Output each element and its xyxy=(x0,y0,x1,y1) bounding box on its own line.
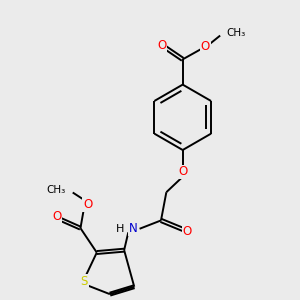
Text: H: H xyxy=(116,224,124,234)
Text: O: O xyxy=(182,225,192,238)
Text: CH₃: CH₃ xyxy=(227,28,246,38)
Text: O: O xyxy=(178,166,187,178)
Text: O: O xyxy=(52,210,61,224)
Text: N: N xyxy=(129,222,137,235)
Text: CH₃: CH₃ xyxy=(46,185,65,195)
Text: O: O xyxy=(157,39,167,52)
Text: O: O xyxy=(201,40,210,53)
Text: S: S xyxy=(80,275,88,288)
Text: O: O xyxy=(83,198,92,211)
